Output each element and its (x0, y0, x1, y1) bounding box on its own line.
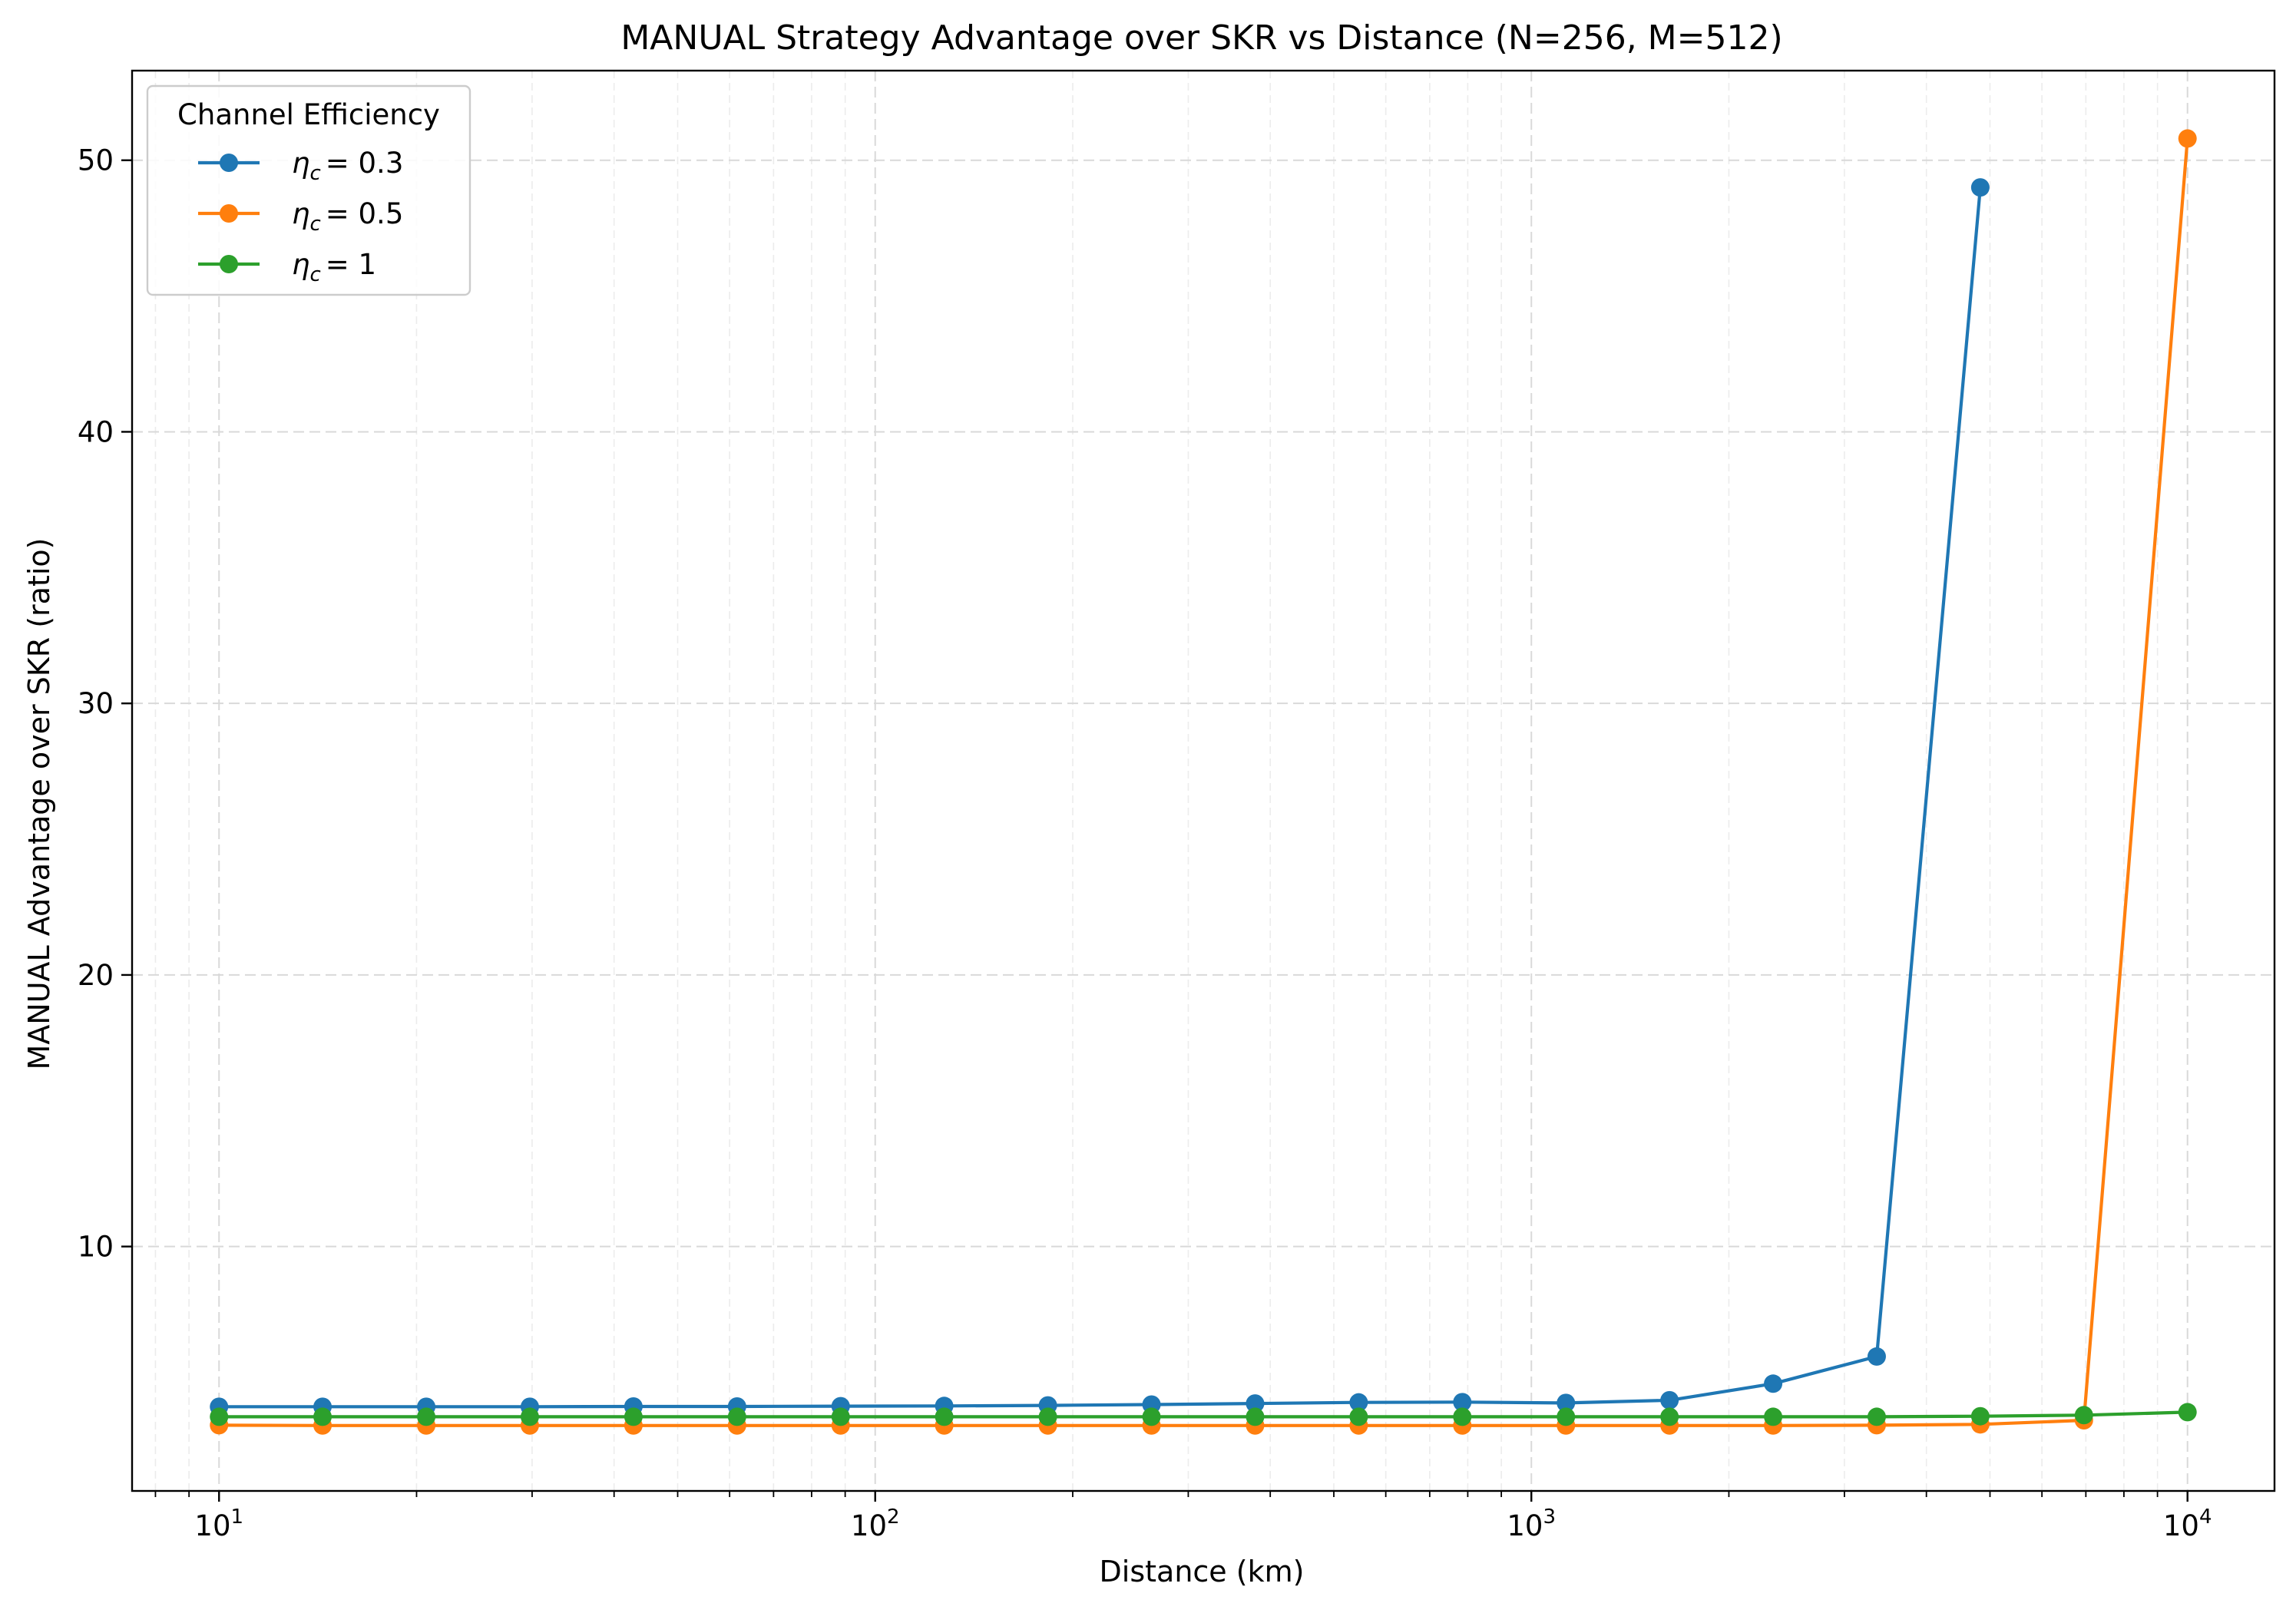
legend-entry: ηc = 1 (198, 248, 376, 286)
legend-label: ηc = 1 (292, 248, 376, 286)
data-point (520, 1407, 539, 1426)
x-tick-label: 103 (1507, 1506, 1556, 1542)
series-0 (210, 178, 1990, 1416)
data-point (935, 1407, 954, 1426)
series-line (219, 138, 2189, 1427)
series-layer (210, 129, 2197, 1435)
series-1 (210, 129, 2197, 1435)
series-2 (210, 1403, 2197, 1426)
data-point (2178, 1403, 2197, 1422)
axes: 101 102 103 104 10 20 30 40 50 (78, 69, 2276, 1542)
y-axis-label: MANUAL Advantage over SKR (ratio) (22, 538, 56, 1070)
legend-entry: ηc = 0.5 (198, 197, 403, 236)
data-point (2178, 129, 2197, 148)
data-point (1660, 1390, 1679, 1410)
x-axis-label: Distance (km) (1100, 1555, 1305, 1588)
data-point (1660, 1407, 1679, 1426)
data-point (1038, 1407, 1057, 1426)
data-point (1453, 1393, 1472, 1412)
y-tick-label: 40 (78, 415, 114, 448)
data-point (210, 1407, 229, 1426)
x-tick-label: 104 (2163, 1506, 2212, 1542)
x-tick-label: 101 (194, 1506, 243, 1542)
data-point (831, 1407, 850, 1426)
legend-title: Channel Efficiency (177, 98, 440, 131)
data-point (1142, 1407, 1161, 1426)
data-point (417, 1407, 436, 1426)
x-tick-label: 102 (851, 1506, 900, 1542)
data-point (1557, 1407, 1576, 1426)
legend-marker (220, 204, 238, 223)
legend-label: ηc = 0.5 (292, 197, 403, 236)
data-point (313, 1407, 332, 1426)
y-tick-label: 30 (78, 687, 114, 720)
y-tick-label: 20 (78, 959, 114, 992)
data-point (727, 1407, 746, 1426)
data-point (1349, 1407, 1368, 1426)
data-point (2074, 1406, 2093, 1425)
plot-frame (131, 69, 2276, 1492)
y-tick-label: 10 (78, 1231, 114, 1264)
series-line (219, 187, 1982, 1409)
legend-marker (220, 154, 238, 172)
data-point (1246, 1407, 1265, 1426)
legend-entry: ηc = 0.3 (198, 147, 403, 185)
data-point (1867, 1407, 1886, 1426)
legend-label: ηc = 0.3 (292, 147, 403, 185)
y-tick-label: 50 (78, 144, 114, 177)
data-point (1453, 1407, 1472, 1426)
data-point (1867, 1347, 1886, 1366)
chart-title: MANUAL Strategy Advantage over SKR vs Di… (620, 18, 1782, 58)
legend: Channel Efficiency ηc = 0.3 ηc = 0.5 ηc = 1 (146, 84, 471, 296)
data-point (1246, 1394, 1265, 1413)
series-line (219, 1410, 2188, 1419)
data-point (1557, 1393, 1576, 1413)
data-point (1970, 178, 1990, 197)
legend-box (146, 84, 471, 296)
data-point (1349, 1393, 1368, 1412)
grid-lines (132, 71, 2274, 1491)
data-point (1764, 1407, 1783, 1426)
data-point (624, 1407, 643, 1426)
data-point (1970, 1406, 1990, 1426)
legend-marker (220, 255, 238, 273)
data-point (1764, 1374, 1783, 1393)
